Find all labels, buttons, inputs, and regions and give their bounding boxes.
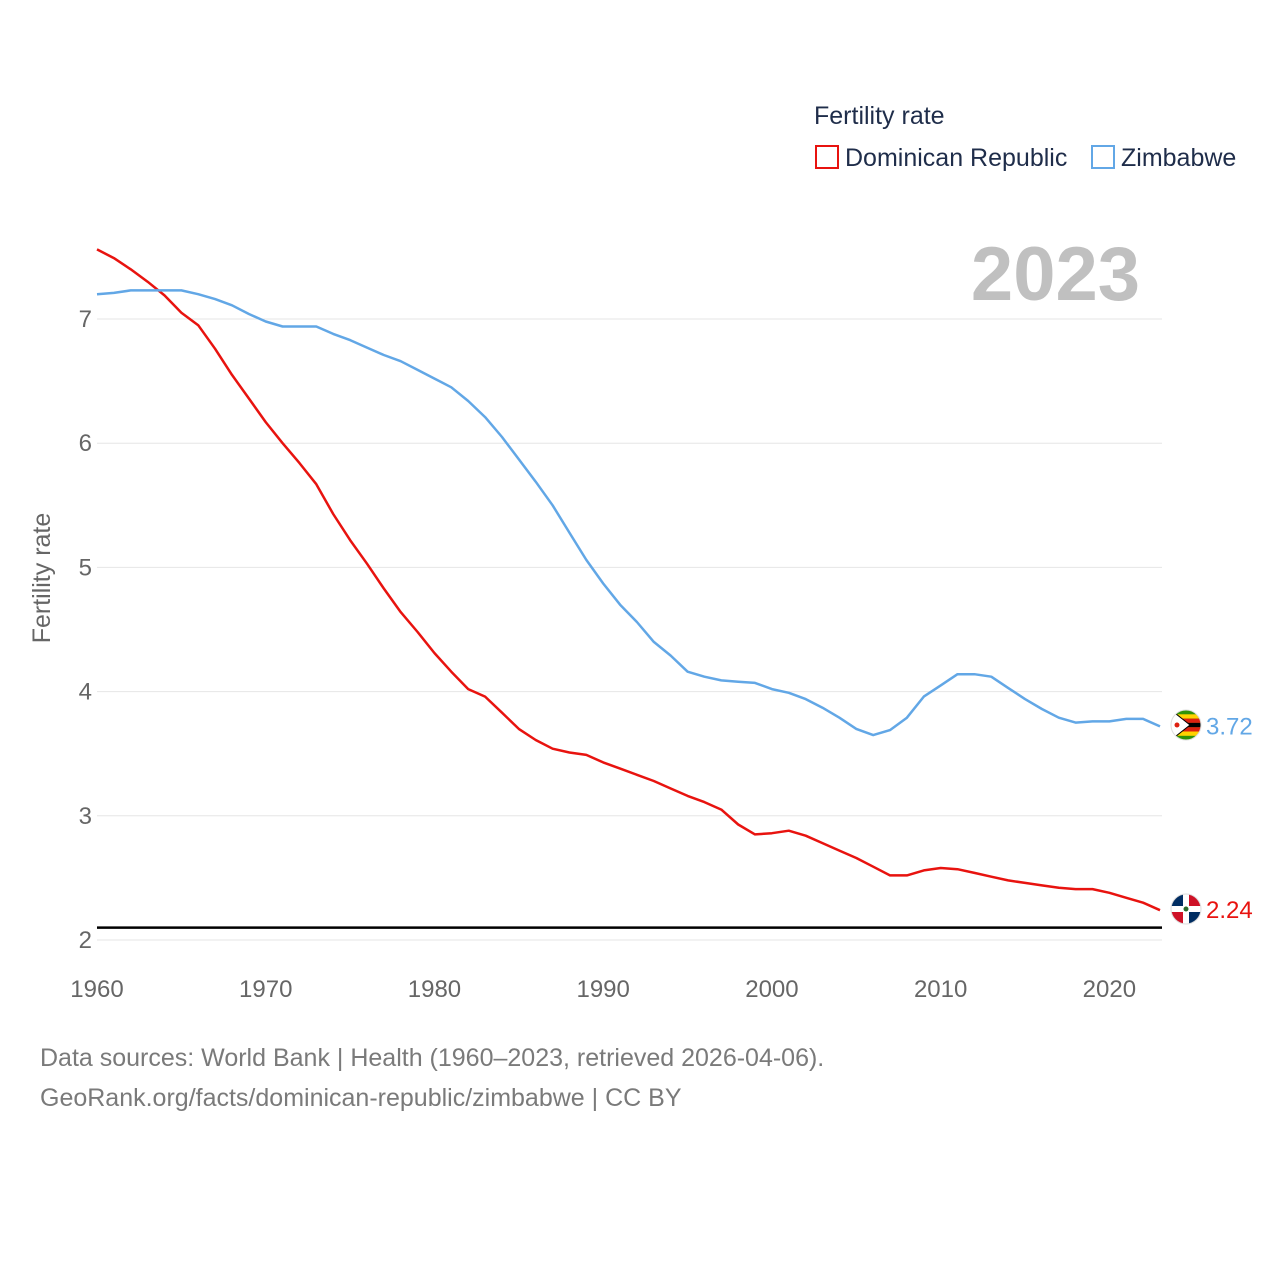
grid-layer xyxy=(97,318,1162,941)
x-tick-label: 1960 xyxy=(70,976,123,1003)
y-tick-label: 3 xyxy=(79,803,92,830)
series-line-zimbabwe xyxy=(96,289,1161,737)
y-tick-label: 2 xyxy=(79,927,92,954)
end-label-dominican-republic: 2.24 xyxy=(1206,897,1253,924)
legend-swatch-zimbabwe xyxy=(1091,145,1115,169)
end-label-zimbabwe: 3.72 xyxy=(1206,713,1253,740)
zimbabwe-flag-border xyxy=(1170,709,1202,741)
dominican-republic-flag-border xyxy=(1170,893,1202,925)
legend-swatch-dominican-republic xyxy=(815,145,839,169)
x-tick-label: 1980 xyxy=(408,976,461,1003)
x-tick-label: 1970 xyxy=(239,976,292,1003)
y-tick-label: 7 xyxy=(79,306,92,333)
zimbabwe-flag-icon xyxy=(1171,710,1201,740)
footer-sources: Data sources: World Bank | Health (1960–… xyxy=(40,1044,825,1072)
x-tick-label: 1990 xyxy=(576,976,629,1003)
y-axis-title: Fertility rate xyxy=(28,513,56,644)
x-axis: 1960 1970 1980 1990 2000 2010 2020 xyxy=(70,976,1136,1003)
end-labels: 2.24 3.72 xyxy=(1206,713,1253,924)
footer-attribution: GeoRank.org/facts/dominican-republic/zim… xyxy=(40,1084,682,1112)
x-tick-label: 2000 xyxy=(745,976,798,1003)
y-axis: 2 3 4 5 6 7 xyxy=(79,306,92,954)
series-layer xyxy=(96,248,1161,912)
year-label: 2023 xyxy=(971,232,1140,317)
x-tick-label: 2010 xyxy=(914,976,967,1003)
legend-title: Fertility rate xyxy=(814,102,945,130)
legend-label-zimbabwe: Zimbabwe xyxy=(1121,144,1236,172)
y-tick-label: 5 xyxy=(79,554,92,581)
series-line-dominican-republic xyxy=(96,248,1161,912)
legend: Fertility rate Dominican Republic Zimbab… xyxy=(814,102,1236,172)
x-tick-label: 2020 xyxy=(1083,976,1136,1003)
legend-label-dominican-republic: Dominican Republic xyxy=(845,144,1067,172)
y-tick-label: 4 xyxy=(79,679,92,706)
dominican-republic-flag-icon xyxy=(1171,894,1201,924)
y-tick-label: 6 xyxy=(79,430,92,457)
